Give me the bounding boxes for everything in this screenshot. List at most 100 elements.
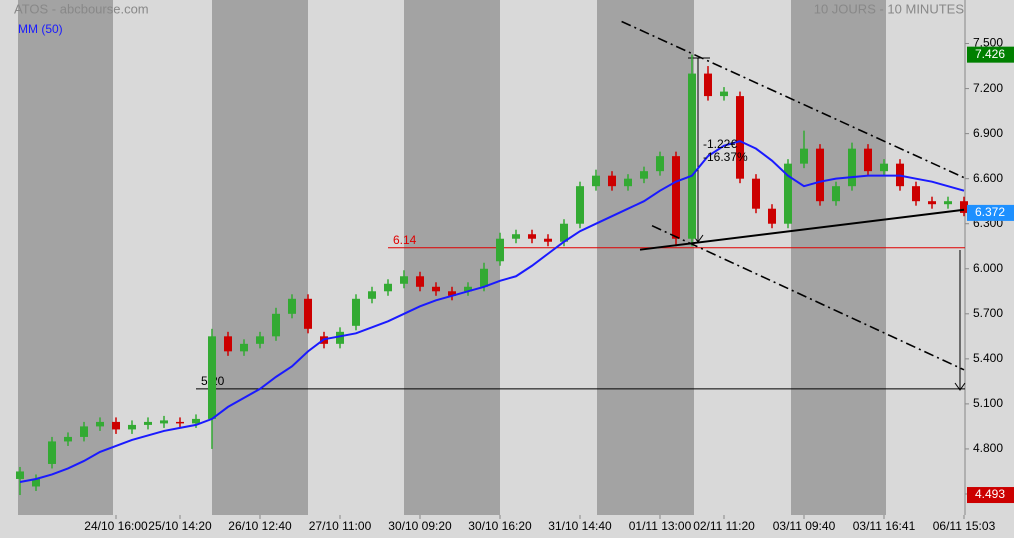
y-tick-label: 7.200 [973, 81, 1003, 95]
y-tick-label: 5.400 [973, 351, 1003, 365]
candle-body [880, 163, 888, 172]
candle-body [912, 186, 920, 202]
session-band [404, 0, 500, 515]
session-band [597, 0, 694, 515]
y-tick-label: 5.100 [973, 396, 1003, 410]
price-tag-box [967, 46, 1014, 63]
moving-average [19, 140, 965, 483]
candle-body [432, 286, 440, 292]
arrow-head [954, 382, 966, 391]
level-label: 6.14 [393, 233, 417, 247]
candle-body [144, 421, 152, 425]
candle-body [672, 156, 680, 239]
candle-body [960, 201, 968, 213]
candle-body [384, 283, 392, 292]
candle-body [128, 424, 136, 430]
candle-body [272, 313, 280, 337]
legend-entry: MM (50) [18, 22, 63, 36]
candle-body [480, 268, 488, 287]
candle-body [304, 298, 312, 329]
candle-body [288, 298, 296, 314]
candle-body [704, 73, 712, 97]
candle-body [848, 148, 856, 187]
candle-body [832, 186, 840, 202]
candle-body [368, 291, 376, 299]
candle-body [576, 186, 584, 224]
x-tick-label: 03/11 09:40 [773, 519, 836, 533]
candle-body [624, 178, 632, 187]
candle-body [96, 421, 104, 427]
candle-body [352, 298, 360, 326]
price-tag-box [967, 487, 1014, 504]
price-tag-box [967, 204, 1014, 221]
candle-body [16, 471, 24, 479]
y-tick-label: 7.500 [973, 36, 1003, 50]
x-tick-label: 06/11 15:03 [933, 519, 996, 533]
candle-body [400, 276, 408, 284]
candle-body [256, 336, 264, 344]
annotation: -16.37% [703, 150, 748, 164]
session-band [212, 0, 308, 515]
candle-body [336, 331, 344, 344]
trendline [651, 224, 965, 371]
candle-body [176, 421, 184, 424]
candle-body [928, 201, 936, 205]
candle-body [784, 163, 792, 224]
candle-body [768, 208, 776, 224]
x-tick-label: 31/10 14:40 [548, 519, 612, 533]
candle-body [32, 478, 40, 487]
price-tag: 4.493 [975, 487, 1005, 501]
candle-body [80, 426, 88, 437]
candle-body [560, 223, 568, 242]
candle-body [608, 175, 616, 187]
y-tick-label: 6.000 [973, 261, 1003, 275]
candle-body [816, 148, 824, 202]
trendline [639, 208, 965, 251]
candle-body [864, 148, 872, 172]
price-tag: 7.426 [975, 47, 1005, 61]
candle-body [48, 441, 56, 464]
candle-body [720, 91, 728, 97]
x-tick-label: 24/10 16:00 [84, 519, 148, 533]
candle-body [640, 171, 648, 179]
candle-body [64, 436, 72, 442]
y-tick-label: 6.600 [973, 171, 1003, 185]
chart-title: ATOS - abcbourse.com [14, 1, 149, 16]
candle-body [752, 178, 760, 209]
x-tick-label: 26/10 12:40 [228, 519, 292, 533]
x-tick-label: 30/10 16:20 [468, 519, 532, 533]
candle-body [240, 343, 248, 352]
candle-body [112, 421, 120, 430]
candle-body [736, 96, 744, 179]
candle-body [944, 201, 952, 205]
session-band [18, 0, 113, 515]
candle-body [496, 238, 504, 262]
x-tick-label: 27/10 11:00 [309, 519, 372, 533]
annotation: -1.22€ [703, 137, 737, 151]
candle-body [512, 234, 520, 239]
candle-body [416, 276, 424, 287]
candle-body [592, 175, 600, 187]
x-tick-label: 03/11 16:41 [853, 519, 916, 533]
x-tick-label: 25/10 14:20 [148, 519, 212, 533]
candle-body [800, 148, 808, 164]
candle-body [656, 156, 664, 172]
trendline [621, 20, 965, 179]
x-tick-label: 30/10 09:20 [388, 519, 452, 533]
candle-body [688, 73, 696, 239]
price-tag: 6.372 [975, 205, 1005, 219]
candle-body [528, 234, 536, 239]
candle-body [208, 336, 216, 419]
candle-body [544, 238, 552, 242]
candle-body [160, 420, 168, 424]
chart-subtitle: 10 JOURS - 10 MINUTES [814, 1, 965, 16]
y-tick-label: 4.800 [973, 441, 1003, 455]
candles [16, 54, 968, 496]
y-tick-label: 6.900 [973, 126, 1003, 140]
candle-body [224, 336, 232, 352]
y-tick-label: 5.700 [973, 306, 1003, 320]
session-bands [18, 0, 886, 515]
x-tick-label: 02/11 11:20 [693, 519, 755, 533]
